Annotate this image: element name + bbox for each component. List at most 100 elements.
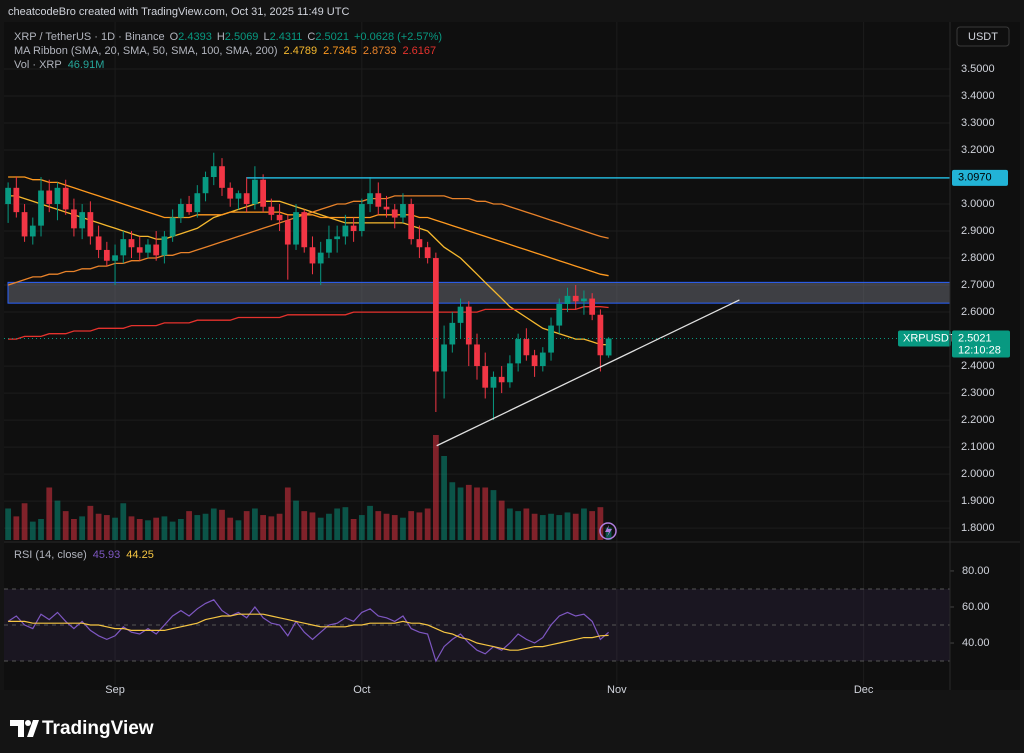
- volume-bar: [202, 513, 209, 540]
- y-tick-label: 3.5000: [961, 63, 995, 75]
- volume-bar: [276, 513, 283, 540]
- volume-bar: [358, 515, 365, 540]
- candle-body: [95, 236, 102, 250]
- candle-body: [416, 239, 423, 248]
- candle-body: [548, 325, 554, 353]
- y-tick-label: 1.9000: [961, 495, 995, 507]
- volume-bar: [432, 435, 439, 540]
- ma-line: [8, 176, 609, 277]
- volume-bar: [391, 515, 398, 540]
- candle-body: [605, 338, 612, 356]
- volume-bar: [383, 513, 390, 540]
- legend-item: 2.7345: [323, 45, 357, 57]
- volume-bar: [523, 508, 530, 540]
- candle-body: [400, 204, 406, 218]
- plot: Sep Oct Nov Dec 3.5000 3.4000 3.3000 3.2000 3.00…: [4, 22, 1010, 696]
- volume-bar: [515, 511, 522, 540]
- candle-body: [515, 339, 522, 364]
- volume-bar: [136, 519, 143, 540]
- legend-item: 2.5069: [225, 31, 259, 43]
- candle-body: [128, 239, 135, 248]
- ma-line: [8, 195, 609, 346]
- candle-body: [523, 339, 530, 356]
- volume-bar: [556, 515, 563, 540]
- candle-body: [29, 225, 36, 237]
- candle-body: [498, 376, 505, 383]
- ma-line: [7, 195, 609, 286]
- alert-icon: [599, 522, 617, 540]
- candle-body: [54, 187, 61, 205]
- candle-body: [219, 166, 225, 188]
- candle-body: [79, 212, 86, 229]
- chart-area: [4, 22, 1020, 690]
- candle-body: [38, 190, 44, 226]
- volume-bar: [334, 508, 341, 540]
- y-tick-label: 2.2000: [961, 414, 995, 426]
- legend-item: L: [263, 31, 269, 43]
- candle-body: [194, 193, 201, 213]
- candle-body: [243, 193, 250, 205]
- y-tick-label: 2.1000: [961, 441, 995, 453]
- volume-bar: [87, 505, 94, 540]
- volume-bar: [38, 519, 44, 540]
- volume-bar: [153, 517, 160, 540]
- candle-body: [490, 376, 497, 388]
- y-tick-label: 2.3000: [961, 387, 995, 399]
- candle-body: [284, 220, 291, 245]
- candle-body: [177, 204, 184, 218]
- logo-slash: [27, 720, 39, 737]
- volume-bar: [112, 517, 118, 540]
- volume-bar: [120, 503, 127, 540]
- volume-bar: [5, 508, 11, 540]
- volume-bar: [474, 487, 480, 540]
- candle-body: [317, 252, 324, 264]
- volume-bar: [408, 511, 415, 540]
- candle-body: [260, 179, 267, 207]
- candle-body: [153, 244, 160, 256]
- candle-body: [46, 190, 53, 205]
- candle-body: [581, 298, 587, 302]
- candle-body: [432, 258, 439, 372]
- legend-item: 2.4393: [178, 31, 212, 43]
- y-tick-label: 3.0000: [961, 198, 995, 210]
- footer-logo-text: TradingView: [42, 718, 154, 739]
- volume-bar: [375, 511, 382, 540]
- volume-bar: [29, 521, 36, 540]
- candle-body: [301, 212, 308, 248]
- candle-body: [5, 187, 11, 205]
- candle-body: [62, 187, 69, 210]
- candle-body: [564, 295, 571, 304]
- legend-line: RSI (14, close) 45.93 44.25: [14, 549, 154, 561]
- volume-bar: [194, 515, 201, 540]
- ma-line: [8, 306, 609, 340]
- y-tick-label: 2.7000: [961, 279, 995, 291]
- volume-bar: [21, 503, 28, 540]
- volume-bar: [284, 487, 291, 540]
- volume-bar: [235, 520, 242, 540]
- candle-body: [457, 306, 464, 323]
- legend-item: C: [307, 31, 315, 43]
- volume-bar: [326, 513, 332, 540]
- x-tick-label: Dec: [854, 684, 874, 696]
- volume-bar: [416, 512, 423, 540]
- alert-icon-bolt: [605, 525, 612, 537]
- volume-bar: [424, 508, 431, 540]
- candle-body: [539, 352, 546, 367]
- legend-line: XRP / TetherUS · 1D · Binance O2.4393 H2.5…: [14, 31, 442, 43]
- logo-mark: [10, 720, 24, 737]
- candle-body: [120, 239, 127, 256]
- y-tick-label: 2.9000: [961, 225, 995, 237]
- price-tag-countdown: 12:10:28: [958, 344, 1001, 356]
- y-tick-label: 2.6000: [961, 306, 995, 318]
- volume-bar: [589, 511, 596, 540]
- candle-body: [507, 363, 513, 383]
- candle-body: [87, 212, 94, 237]
- legend-item: RSI (14, close): [14, 549, 87, 561]
- volume-bar: [400, 517, 406, 540]
- y-tick-label: 2.4000: [961, 360, 995, 372]
- candle-body: [482, 366, 489, 388]
- volume-bar: [498, 500, 505, 540]
- trendline: [436, 299, 740, 447]
- candle-body: [334, 236, 341, 240]
